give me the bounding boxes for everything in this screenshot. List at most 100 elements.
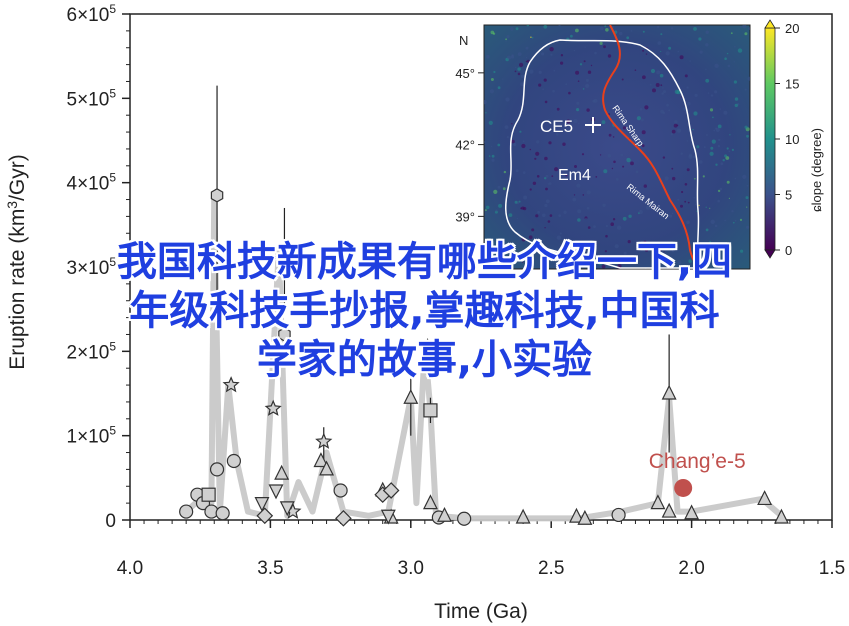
terrain-speck — [639, 107, 643, 111]
terrain-speck — [554, 167, 559, 172]
terrain-speck — [517, 52, 522, 56]
terrain-speck — [668, 46, 672, 50]
terrain-speck — [559, 232, 562, 235]
data-point-triangle-up — [319, 460, 335, 476]
terrain-speck — [505, 97, 510, 102]
data-point-circle — [215, 506, 230, 521]
lat-tick-label: 39° — [455, 209, 475, 224]
terrain-speck — [550, 53, 553, 56]
terrain-speck — [586, 206, 590, 210]
data-point-square — [423, 403, 438, 418]
terrain-speck — [534, 157, 537, 160]
data-point-circle — [333, 483, 348, 498]
colorbar-top-arrow — [764, 19, 776, 29]
terrain-speck — [733, 221, 735, 224]
terrain-speck — [558, 214, 562, 218]
terrain-speck — [686, 140, 689, 142]
terrain-speck — [531, 228, 535, 232]
terrain-speck — [627, 240, 631, 244]
terrain-speck — [514, 200, 518, 204]
terrain-speck — [710, 94, 714, 97]
change5-point — [674, 478, 693, 497]
terrain-speck — [523, 195, 528, 200]
terrain-speck — [628, 214, 632, 218]
terrain-speck — [486, 54, 490, 59]
terrain-speck — [544, 177, 547, 180]
terrain-speck — [531, 36, 534, 39]
terrain-speck — [511, 54, 514, 57]
x-tick-label: 4.0 — [117, 558, 143, 579]
terrain-speck — [577, 209, 582, 214]
terrain-speck — [652, 206, 655, 208]
change5-label: Chang’e-5 — [649, 450, 746, 473]
terrain-speck — [723, 110, 728, 115]
terrain-speck — [745, 196, 749, 200]
terrain-speck — [705, 78, 710, 83]
terrain-speck — [595, 176, 598, 178]
terrain-speck — [653, 252, 658, 256]
terrain-speck — [671, 129, 676, 134]
terrain-speck — [705, 68, 707, 71]
terrain-speck — [728, 150, 731, 153]
terrain-speck — [729, 134, 731, 136]
terrain-speck — [560, 255, 563, 258]
terrain-speck — [688, 259, 692, 263]
terrain-speck — [526, 59, 530, 63]
terrain-speck — [641, 144, 645, 148]
y-tick-label: 3×105 — [67, 255, 117, 279]
terrain-speck — [542, 88, 544, 90]
data-point-triangle-down — [380, 509, 396, 525]
terrain-speck — [744, 125, 748, 129]
terrain-speck — [560, 54, 564, 57]
terrain-speck — [604, 25, 607, 28]
terrain-speck — [692, 155, 696, 159]
terrain-speck — [517, 72, 521, 76]
terrain-speck — [605, 28, 609, 32]
terrain-speck — [520, 82, 525, 87]
data-point-triangle-down — [279, 501, 295, 517]
terrain-speck — [686, 220, 690, 225]
terrain-speck — [603, 169, 608, 174]
terrain-speck — [660, 50, 662, 53]
terrain-speck — [487, 266, 491, 269]
terrain-speck — [623, 251, 627, 255]
terrain-speck — [626, 157, 631, 163]
terrain-speck — [537, 210, 540, 214]
x-axis: 4.0 3.5 3.0 2.5 2.0 1.5 — [117, 520, 845, 579]
terrain-speck — [488, 155, 491, 157]
data-point-star — [419, 338, 437, 355]
terrain-speck — [683, 264, 686, 267]
terrain-speck — [705, 43, 709, 47]
terrain-speck — [733, 80, 738, 84]
terrain-speck — [696, 145, 700, 149]
terrain-speck — [497, 143, 501, 147]
terrain-speck — [576, 101, 580, 105]
data-point-triangle-up — [757, 490, 773, 506]
terrain-speck — [746, 206, 748, 208]
terrain-speck — [601, 120, 606, 125]
terrain-speck — [562, 142, 566, 146]
terrain-speck — [499, 264, 504, 268]
terrain-speck — [672, 176, 676, 181]
terrain-speck — [560, 175, 563, 178]
terrain-speck — [535, 151, 540, 156]
terrain-speck — [652, 88, 656, 93]
terrain-speck — [529, 188, 532, 191]
terrain-speck — [726, 180, 730, 184]
terrain-speck — [503, 170, 507, 174]
terrain-speck — [671, 167, 674, 170]
y-axis: 0 1×105 2×105 3×105 4×105 5×105 6×105 — [67, 2, 130, 532]
terrain-speck — [739, 25, 742, 28]
terrain-speck — [709, 207, 711, 209]
colorbar-tick-label: 10 — [785, 132, 799, 147]
terrain-speck — [612, 136, 615, 138]
terrain-speck — [687, 201, 690, 204]
terrain-speck — [608, 133, 612, 137]
terrain-speck — [577, 218, 581, 222]
terrain-speck — [570, 34, 573, 38]
terrain-speck — [635, 170, 639, 174]
terrain-speck — [699, 50, 703, 54]
x-tick-label: 1.5 — [819, 558, 845, 579]
terrain-speck — [730, 32, 733, 35]
terrain-speck — [579, 174, 582, 176]
